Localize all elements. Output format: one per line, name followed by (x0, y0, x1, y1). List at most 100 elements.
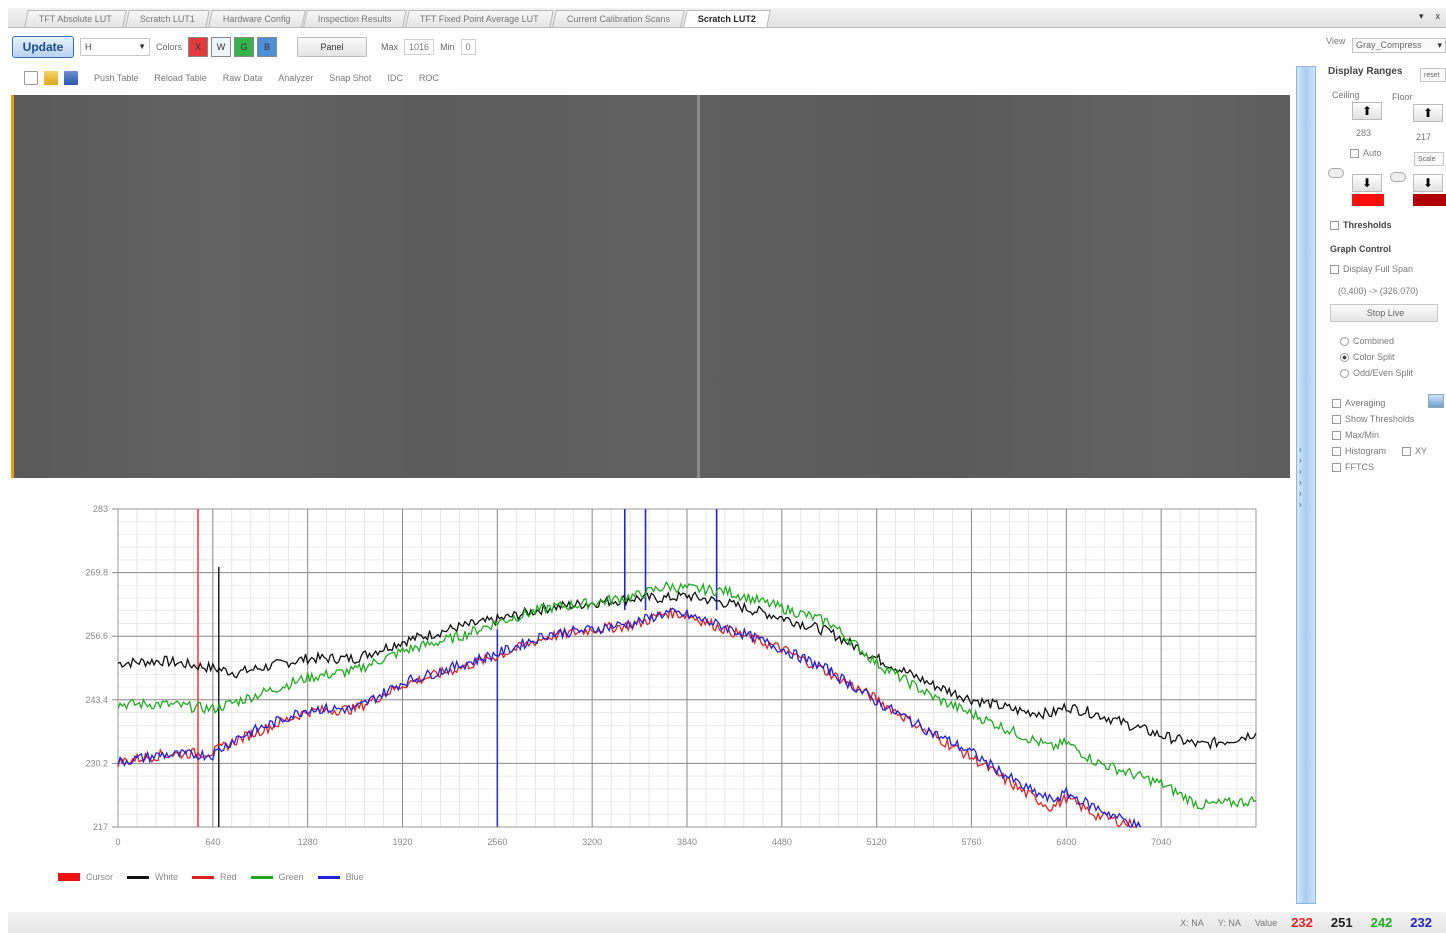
close-tab-icon[interactable]: x (1435, 11, 1441, 21)
toolbar-link-5[interactable]: IDC (387, 73, 403, 83)
radio-color-split[interactable]: Color Split (1340, 352, 1395, 363)
toolbar-link-0[interactable]: Push Table (94, 73, 139, 83)
right-control-panel: View Gray_Compress ▾ Display Ranges rese… (1320, 30, 1446, 910)
max-min-box[interactable] (1332, 431, 1341, 441)
ceiling-down-button[interactable]: ⬇ (1352, 174, 1382, 192)
stop-live-button[interactable]: Stop Live (1330, 304, 1438, 322)
ceiling-value[interactable]: 283 (1356, 128, 1372, 138)
show-thresholds-box[interactable] (1332, 415, 1341, 425)
floor-up-button[interactable]: ⬆ (1413, 104, 1443, 122)
legend-label: Green (278, 872, 304, 882)
tab-5[interactable]: Current Calibration Scans (551, 10, 685, 27)
color-toggle-3[interactable]: B (257, 37, 278, 57)
tab-6[interactable]: Scratch LUT2 (682, 10, 771, 27)
histogram-checkbox[interactable]: Histogram (1332, 446, 1386, 457)
toolbar-link-3[interactable]: Analyzer (278, 73, 314, 83)
x-tick-label: 4480 (772, 837, 792, 847)
tab-label: Hardware Config (222, 14, 291, 24)
y-tick-label: 243.4 (85, 695, 108, 705)
tab-bar: TFT Absolute LUT Scratch LUT1 Hardware Con… (8, 8, 1446, 28)
radio-odd-even-label: Odd/Even Split (1353, 368, 1414, 378)
x-tick-label: 5760 (961, 837, 981, 847)
ceiling-color-swatch[interactable] (1352, 194, 1384, 206)
open-folder-icon[interactable] (44, 71, 58, 85)
floor-down-button[interactable]: ⬇ (1413, 174, 1443, 192)
display-full-span-checkbox[interactable]: Display Full Span (1330, 264, 1413, 275)
thresholds-checkbox[interactable]: Thresholds (1330, 220, 1392, 231)
toolbar-link-4[interactable]: Snap Shot (329, 73, 372, 83)
line-profile-chart[interactable]: 0 640 1280 1920 2560 3200 3840 4480 5120 5760 6400… (60, 498, 1270, 863)
tab-1[interactable]: Scratch LUT1 (125, 10, 210, 27)
mode-select-value: H (85, 42, 92, 52)
chevron-down-icon: ▼ (138, 42, 146, 51)
sensor-image-view[interactable] (11, 95, 1290, 478)
auto-checkbox-box[interactable] (1350, 149, 1359, 159)
floor-slider-handle[interactable] (1390, 172, 1406, 182)
max-input[interactable]: 1016 (404, 39, 435, 55)
radio-odd-even-dot[interactable] (1340, 369, 1349, 379)
histogram-box[interactable] (1332, 447, 1341, 457)
floor-label: Floor (1392, 92, 1413, 102)
tab-3[interactable]: Inspection Results (303, 10, 407, 27)
toolbar-link-2[interactable]: Raw Data (222, 73, 263, 83)
legend-swatch (192, 875, 215, 879)
radio-combined-dot[interactable] (1340, 337, 1349, 347)
auto-checkbox[interactable]: Auto (1350, 148, 1382, 159)
tab-label: Scratch LUT1 (139, 14, 195, 24)
display-full-span-box[interactable] (1330, 265, 1339, 275)
fftcs-box[interactable] (1332, 463, 1341, 473)
floor-color-swatch[interactable] (1413, 194, 1446, 206)
color-toggle-0[interactable]: X (188, 37, 209, 57)
max-min-checkbox[interactable]: Max/Min (1332, 430, 1379, 441)
reset-button[interactable]: reset (1420, 68, 1446, 82)
min-input[interactable]: 0 (460, 39, 476, 55)
save-chart-icon[interactable] (64, 71, 78, 85)
save-data-icon[interactable] (1428, 394, 1444, 408)
legend-item: Blue (317, 872, 364, 882)
panel-splitter[interactable]: › › › › › › (1296, 66, 1316, 904)
tab-list-dropdown-icon[interactable]: ▾ (1418, 11, 1424, 21)
panel-button[interactable]: Panel (297, 37, 368, 57)
tab-2[interactable]: Hardware Config (208, 10, 306, 27)
x-tick-label: 7040 (1151, 837, 1171, 847)
status-y: Y: NA (1217, 917, 1241, 928)
xy-checkbox[interactable]: XY (1402, 446, 1427, 457)
show-thresholds-checkbox[interactable]: Show Thresholds (1332, 414, 1414, 425)
floor-value[interactable]: 217 (1416, 132, 1432, 142)
status-value-label: Value (1254, 917, 1278, 928)
radio-combined[interactable]: Combined (1340, 336, 1395, 347)
color-toggle-2[interactable]: G (234, 37, 255, 57)
arrow-up-icon: ⬆ (1422, 106, 1434, 120)
radio-combined-label: Combined (1353, 336, 1395, 346)
color-toggle-1[interactable]: W (211, 37, 232, 57)
status-channel-value: 232 (1291, 915, 1313, 930)
new-file-icon[interactable] (24, 71, 38, 85)
image-divider (697, 95, 700, 478)
radio-color-split-dot[interactable] (1340, 353, 1349, 363)
fftcs-checkbox[interactable]: FFTCS (1332, 462, 1374, 473)
thresholds-checkbox-box[interactable] (1330, 221, 1339, 231)
tab-0[interactable]: TFT Absolute LUT (24, 10, 127, 27)
update-button[interactable]: Update (12, 36, 74, 58)
radio-odd-even[interactable]: Odd/Even Split (1340, 368, 1414, 379)
arrow-down-icon: ⬇ (1422, 176, 1434, 190)
view-select[interactable]: Gray_Compress ▾ (1352, 38, 1446, 53)
ceiling-up-button[interactable]: ⬆ (1352, 102, 1382, 120)
xy-box[interactable] (1402, 447, 1411, 457)
toolbar-link-1[interactable]: Reload Table (154, 73, 207, 83)
collapse-arrows-icon[interactable]: › › › › › › (1299, 445, 1302, 509)
legend-swatch (250, 875, 273, 879)
legend-label: Red (220, 872, 237, 882)
averaging-checkbox[interactable]: Averaging (1332, 398, 1385, 409)
tab-4[interactable]: TFT Fixed Point Average LUT (405, 10, 554, 27)
tab-label: Current Calibration Scans (566, 14, 670, 24)
toolbar-link-6[interactable]: ROC (418, 73, 439, 83)
averaging-box[interactable] (1332, 399, 1341, 409)
mode-select[interactable]: H ▼ (80, 38, 150, 56)
secondary-toolbar: Push Table Reload Table Raw Data Analyzer Sn… (24, 68, 439, 88)
arrow-up-icon: ⬆ (1361, 104, 1373, 118)
ceiling-slider-handle[interactable] (1328, 168, 1344, 178)
scale-button[interactable]: Scale (1414, 152, 1444, 166)
status-channel-value: 232 (1410, 915, 1432, 930)
